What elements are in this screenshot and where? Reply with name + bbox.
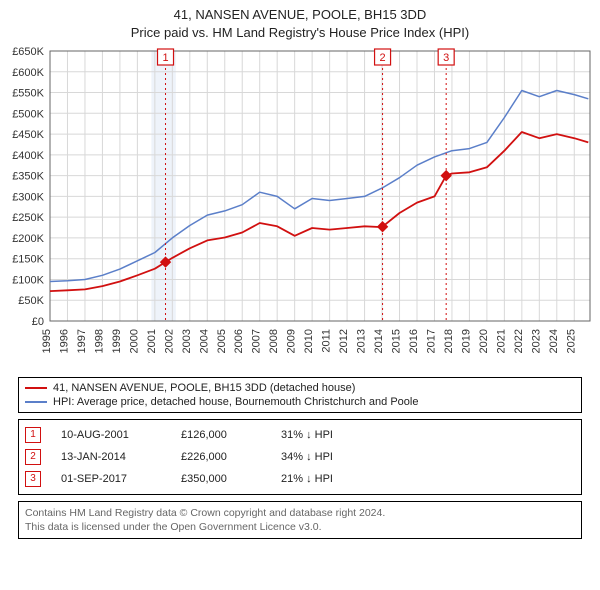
svg-text:2011: 2011 [321, 329, 333, 353]
svg-text:1995: 1995 [41, 329, 53, 353]
svg-text:£600K: £600K [12, 67, 44, 79]
svg-text:2009: 2009 [286, 329, 298, 353]
svg-text:2019: 2019 [460, 329, 472, 353]
svg-text:£50K: £50K [18, 295, 44, 307]
event-price: £126,000 [181, 429, 261, 441]
svg-text:2007: 2007 [251, 329, 263, 353]
svg-text:2023: 2023 [530, 329, 542, 353]
svg-text:2006: 2006 [233, 329, 245, 353]
event-price: £350,000 [181, 473, 261, 485]
legend-swatch-paid [25, 387, 47, 389]
svg-text:2003: 2003 [181, 329, 193, 353]
event-marker-icon: 1 [25, 427, 41, 443]
svg-text:£100K: £100K [12, 275, 44, 287]
event-row: 2 13-JAN-2014 £226,000 34% ↓ HPI [25, 446, 575, 468]
svg-text:£500K: £500K [12, 108, 44, 120]
svg-text:2001: 2001 [146, 329, 158, 353]
svg-text:2018: 2018 [443, 329, 455, 353]
svg-text:£450K: £450K [12, 129, 44, 141]
svg-text:1996: 1996 [58, 329, 70, 353]
event-date: 01-SEP-2017 [61, 473, 161, 485]
svg-text:1: 1 [162, 52, 168, 64]
title-line1: 41, NANSEN AVENUE, POOLE, BH15 3DD [0, 6, 600, 24]
svg-text:2021: 2021 [495, 329, 507, 353]
svg-text:2008: 2008 [268, 329, 280, 353]
event-row: 1 10-AUG-2001 £126,000 31% ↓ HPI [25, 424, 575, 446]
event-date: 10-AUG-2001 [61, 429, 161, 441]
svg-text:2024: 2024 [548, 329, 560, 353]
svg-text:2002: 2002 [163, 329, 175, 353]
legend-row-hpi: HPI: Average price, detached house, Bour… [25, 395, 575, 409]
line-chart: £0 £50K £100K £150K £200K £250K £300K £350K £400… [0, 41, 600, 371]
legend-label-hpi: HPI: Average price, detached house, Bour… [53, 396, 418, 408]
svg-text:£400K: £400K [12, 150, 44, 162]
title-line2: Price paid vs. HM Land Registry's House … [0, 24, 600, 42]
svg-text:2020: 2020 [478, 329, 490, 353]
svg-text:£0: £0 [32, 316, 44, 328]
event-diff: 31% ↓ HPI [281, 429, 333, 441]
svg-text:2012: 2012 [338, 329, 350, 353]
svg-text:1999: 1999 [111, 329, 123, 353]
legend-row-paid: 41, NANSEN AVENUE, POOLE, BH15 3DD (deta… [25, 381, 575, 395]
svg-text:2016: 2016 [408, 329, 420, 353]
svg-text:2013: 2013 [356, 329, 368, 353]
svg-text:2017: 2017 [425, 329, 437, 353]
svg-text:£150K: £150K [12, 254, 44, 266]
svg-text:£200K: £200K [12, 233, 44, 245]
svg-text:2005: 2005 [216, 329, 228, 353]
svg-text:2010: 2010 [303, 329, 315, 353]
svg-text:2025: 2025 [565, 329, 577, 353]
legend-label-paid: 41, NANSEN AVENUE, POOLE, BH15 3DD (deta… [53, 382, 355, 394]
svg-text:1997: 1997 [76, 329, 88, 353]
svg-text:2000: 2000 [128, 329, 140, 353]
chart-title: 41, NANSEN AVENUE, POOLE, BH15 3DD Price… [0, 6, 600, 41]
event-marker-icon: 2 [25, 449, 41, 465]
svg-text:2022: 2022 [513, 329, 525, 353]
event-diff: 34% ↓ HPI [281, 451, 333, 463]
svg-text:£650K: £650K [12, 46, 44, 58]
event-diff: 21% ↓ HPI [281, 473, 333, 485]
event-date: 13-JAN-2014 [61, 451, 161, 463]
events-table: 1 10-AUG-2001 £126,000 31% ↓ HPI 2 13-JAN-201… [18, 419, 582, 495]
legend: 41, NANSEN AVENUE, POOLE, BH15 3DD (deta… [18, 377, 582, 413]
legend-swatch-hpi [25, 401, 47, 403]
footer-line1: Contains HM Land Registry data © Crown c… [25, 506, 575, 520]
svg-text:1998: 1998 [93, 329, 105, 353]
svg-text:2014: 2014 [373, 329, 385, 353]
event-row: 3 01-SEP-2017 £350,000 21% ↓ HPI [25, 468, 575, 490]
svg-text:2004: 2004 [198, 329, 210, 353]
event-price: £226,000 [181, 451, 261, 463]
svg-text:£550K: £550K [12, 88, 44, 100]
chart-area: £0 £50K £100K £150K £200K £250K £300K £350K £400… [0, 41, 600, 371]
svg-text:3: 3 [443, 52, 449, 64]
svg-text:£250K: £250K [12, 212, 44, 224]
svg-text:£300K: £300K [12, 191, 44, 203]
attribution-footer: Contains HM Land Registry data © Crown c… [18, 501, 582, 539]
svg-text:£350K: £350K [12, 171, 44, 183]
svg-text:2: 2 [380, 52, 386, 64]
event-marker-icon: 3 [25, 471, 41, 487]
footer-line2: This data is licensed under the Open Gov… [25, 520, 575, 534]
svg-text:2015: 2015 [391, 329, 403, 353]
